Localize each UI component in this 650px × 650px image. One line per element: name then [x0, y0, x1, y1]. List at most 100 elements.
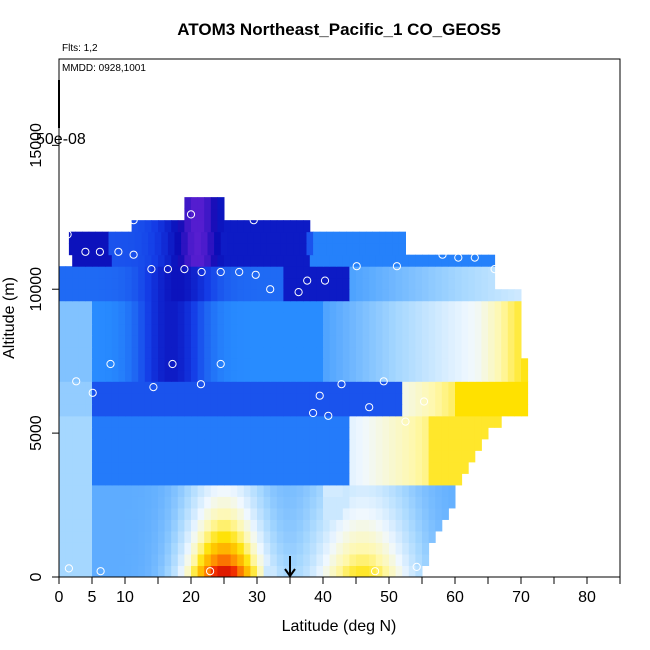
heatmap-cell	[468, 427, 476, 440]
heatmap-cell	[316, 565, 324, 577]
heatmap-cell	[263, 346, 271, 359]
heatmap-cell	[283, 346, 291, 359]
heatmap-cell	[422, 484, 430, 497]
heatmap-cell	[184, 507, 192, 520]
heatmap-cell	[197, 312, 205, 325]
heatmap-cell	[303, 542, 311, 555]
heatmap-cell	[435, 438, 443, 451]
heatmap-cell	[283, 381, 291, 394]
heatmap-cell	[461, 392, 469, 405]
heatmap-cell	[270, 461, 278, 474]
heatmap-cell	[455, 450, 463, 463]
heatmap-cell	[230, 530, 238, 543]
heatmap-cell	[260, 243, 268, 256]
heatmap-cell	[349, 381, 357, 394]
heatmap-cell	[455, 346, 463, 359]
heatmap-cell	[428, 266, 436, 279]
heatmap-cell	[270, 450, 278, 463]
heatmap-cell	[92, 289, 100, 302]
heatmap-cell	[276, 392, 284, 405]
heatmap-cell	[237, 484, 245, 497]
heatmap-cell	[121, 243, 129, 256]
heatmap-cell	[375, 358, 383, 371]
heatmap-cell	[224, 450, 232, 463]
heatmap-cell	[422, 392, 430, 405]
heatmap-cell	[118, 335, 126, 348]
heatmap-cell	[197, 484, 205, 497]
heatmap-cell	[415, 450, 423, 463]
heatmap-cell	[105, 530, 113, 543]
heatmap-cell	[158, 507, 166, 520]
heatmap-cell	[164, 254, 172, 267]
heatmap-cell	[105, 461, 113, 474]
heatmap-cell	[369, 277, 377, 290]
sample-point	[454, 253, 463, 262]
heatmap-cell	[230, 565, 238, 577]
heatmap-cell	[428, 254, 436, 267]
heatmap-cell	[389, 415, 397, 428]
heatmap-cell	[257, 266, 265, 279]
heatmap-cell	[415, 415, 423, 428]
heatmap-cell	[243, 450, 251, 463]
heatmap-cell	[151, 519, 159, 532]
heatmap-cell	[382, 542, 390, 555]
heatmap-cell	[78, 461, 86, 474]
heatmap-cell	[204, 496, 212, 509]
heatmap-cell	[329, 542, 337, 555]
heatmap-cell	[441, 450, 449, 463]
heatmap-cell	[385, 243, 393, 256]
heatmap-cell	[144, 346, 152, 359]
heatmap-cell	[356, 254, 364, 267]
heatmap-cell	[257, 289, 265, 302]
heatmap-cell	[210, 450, 218, 463]
heatmap-cell	[428, 530, 436, 543]
heatmap-cell	[461, 381, 469, 394]
heatmap-cell	[422, 300, 430, 313]
heatmap-cell	[435, 335, 443, 348]
heatmap-cell	[243, 220, 251, 233]
heatmap-cell	[250, 530, 258, 543]
heatmap-cell	[118, 519, 126, 532]
heatmap-cell	[131, 484, 139, 497]
heatmap-cell	[323, 323, 331, 336]
heatmap-cell	[243, 404, 251, 417]
heatmap-cell	[435, 392, 443, 405]
heatmap-cell	[422, 450, 430, 463]
heatmap-cell	[243, 438, 251, 451]
heatmap-cell	[389, 450, 397, 463]
heatmap-cell	[138, 346, 146, 359]
heatmap-cell	[118, 358, 126, 371]
heatmap-cell	[98, 335, 106, 348]
heatmap-cell	[369, 335, 377, 348]
heatmap-cell	[415, 381, 423, 394]
heatmap-cell	[164, 312, 172, 325]
heatmap-cell	[59, 277, 67, 290]
heatmap-cell	[65, 473, 73, 486]
heatmap-cell	[125, 404, 133, 417]
heatmap-cell	[290, 254, 298, 267]
heatmap-cell	[184, 266, 192, 279]
heatmap-cell	[151, 254, 159, 267]
heatmap-cell	[191, 450, 199, 463]
heatmap-cell	[507, 392, 515, 405]
heatmap-cell	[217, 346, 225, 359]
heatmap-cell	[468, 289, 476, 302]
heatmap-cell	[369, 404, 377, 417]
heatmap-cell	[270, 300, 278, 313]
heatmap-cell	[158, 530, 166, 543]
heatmap-cell	[356, 553, 364, 566]
heatmap-cell	[171, 496, 179, 509]
heatmap-cell	[441, 289, 449, 302]
heatmap-cell	[59, 266, 67, 279]
heatmap-cell	[59, 438, 67, 451]
heatmap-cell	[78, 266, 86, 279]
heatmap-cell	[257, 450, 265, 463]
heatmap-cell	[191, 530, 199, 543]
heatmap-cell	[197, 565, 205, 577]
heatmap-cell	[125, 369, 133, 382]
heatmap-cell	[217, 507, 225, 520]
heatmap-cell	[85, 323, 93, 336]
heatmap-cell	[408, 473, 416, 486]
heatmap-cell	[514, 381, 522, 394]
heatmap-cell	[161, 243, 169, 256]
